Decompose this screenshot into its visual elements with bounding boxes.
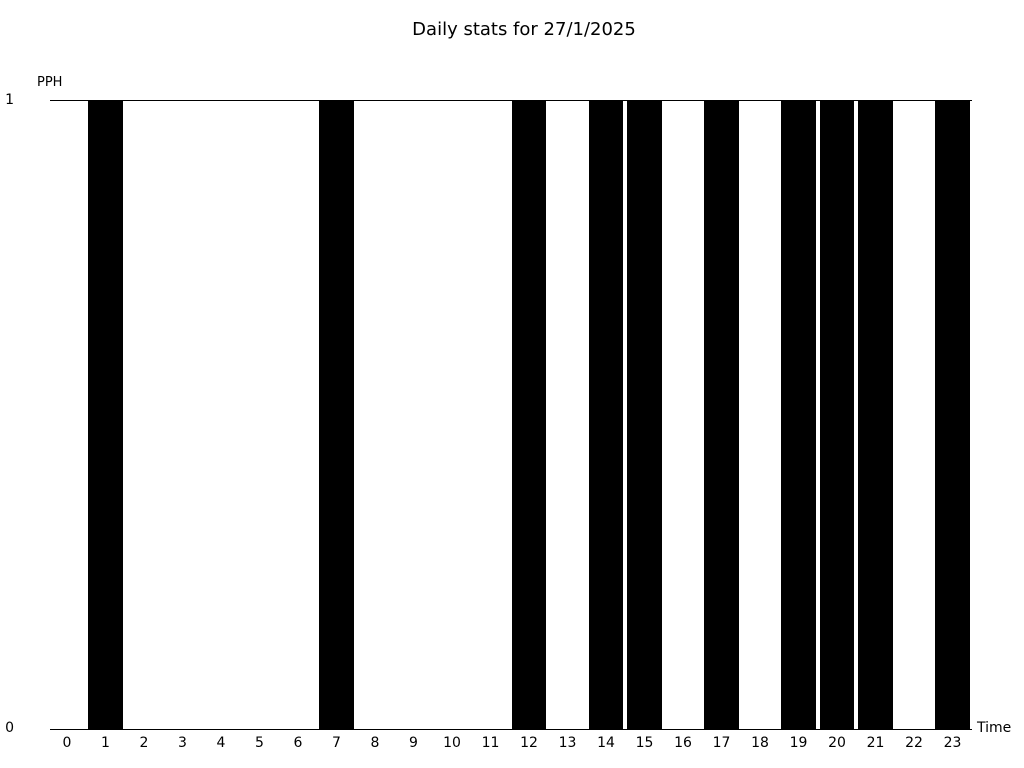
bar-hour-20 [819, 100, 855, 730]
x-tick-17: 17 [712, 735, 731, 751]
bar-hour-1 [88, 100, 123, 730]
x-axis-label: Time [977, 720, 1012, 736]
value-1-gridline [50, 100, 972, 102]
y-axis-label: PPH [37, 75, 63, 90]
x-tick-1: 1 [101, 735, 110, 751]
x-tick-7: 7 [332, 735, 341, 751]
x-tick-4: 4 [216, 735, 226, 751]
x-tick-8: 8 [370, 735, 380, 751]
x-tick-20: 20 [828, 735, 846, 751]
bar-hour-23 [935, 100, 970, 730]
x-tick-23: 23 [943, 735, 962, 751]
x-tick-9: 9 [409, 735, 418, 751]
bar-hour-17 [704, 100, 739, 730]
x-tick-16: 16 [674, 735, 692, 751]
x-tick-22: 22 [905, 735, 923, 751]
y-tick-0: 0 [5, 720, 14, 736]
bar-hour-7 [319, 100, 354, 730]
bar-hour-19 [781, 100, 816, 730]
bar-hour-21 [858, 100, 893, 730]
x-tick-3: 3 [178, 735, 187, 751]
x-tick-0: 0 [62, 735, 72, 751]
x-tick-13: 13 [558, 735, 577, 751]
x-tick-14: 14 [597, 735, 615, 751]
x-tick-2: 2 [139, 735, 149, 751]
x-tick-11: 11 [481, 735, 500, 751]
x-tick-12: 12 [520, 735, 538, 751]
x-tick-6: 6 [293, 735, 303, 751]
x-tick-10: 10 [443, 735, 461, 751]
bar-hour-15 [627, 100, 662, 730]
bar-hour-12 [511, 100, 547, 730]
x-tick-5: 5 [255, 735, 264, 751]
bar-hour-14 [588, 100, 624, 730]
x-axis-line [50, 729, 972, 731]
x-tick-18: 18 [751, 735, 769, 751]
y-tick-1: 1 [5, 92, 14, 108]
x-tick-21: 21 [866, 735, 885, 751]
x-tick-15: 15 [635, 735, 654, 751]
x-tick-19: 19 [789, 735, 808, 751]
chart-title: Daily stats for 27/1/2025 [412, 19, 636, 40]
